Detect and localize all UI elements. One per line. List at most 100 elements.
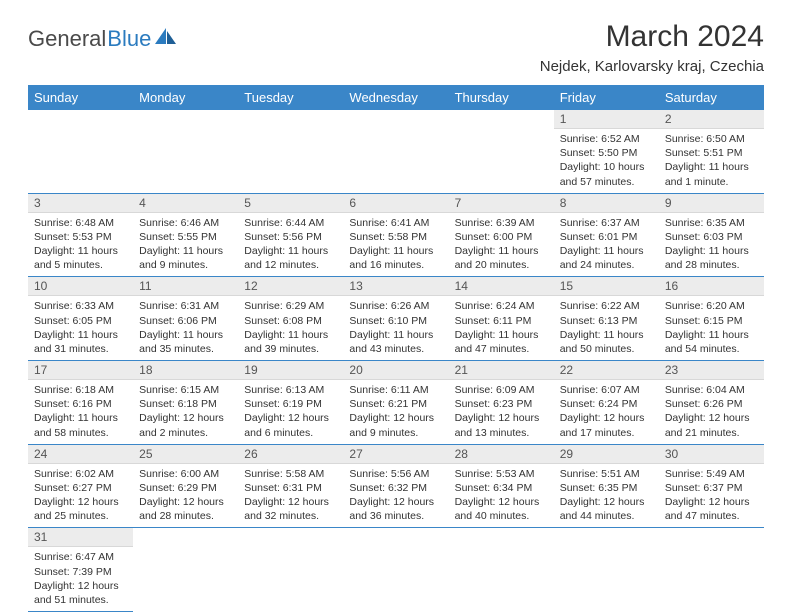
day-details: Sunrise: 6:39 AMSunset: 6:00 PMDaylight:… xyxy=(449,213,554,277)
calendar-cell: 29Sunrise: 5:51 AMSunset: 6:35 PMDayligh… xyxy=(554,444,659,528)
day-details: Sunrise: 6:35 AMSunset: 6:03 PMDaylight:… xyxy=(659,213,764,277)
calendar-cell: 26Sunrise: 5:58 AMSunset: 6:31 PMDayligh… xyxy=(238,444,343,528)
day-number: 5 xyxy=(238,194,343,213)
calendar-cell: 6Sunrise: 6:41 AMSunset: 5:58 PMDaylight… xyxy=(343,193,448,277)
day-details: Sunrise: 5:51 AMSunset: 6:35 PMDaylight:… xyxy=(554,464,659,528)
day-number: 3 xyxy=(28,194,133,213)
calendar-cell: 13Sunrise: 6:26 AMSunset: 6:10 PMDayligh… xyxy=(343,277,448,361)
day-details: Sunrise: 6:02 AMSunset: 6:27 PMDaylight:… xyxy=(28,464,133,528)
day-number: 21 xyxy=(449,361,554,380)
calendar-cell xyxy=(133,528,238,612)
day-details: Sunrise: 6:33 AMSunset: 6:05 PMDaylight:… xyxy=(28,296,133,360)
calendar-cell xyxy=(449,528,554,612)
day-details: Sunrise: 5:56 AMSunset: 6:32 PMDaylight:… xyxy=(343,464,448,528)
weekday-header-row: Sunday Monday Tuesday Wednesday Thursday… xyxy=(28,85,764,110)
day-number: 24 xyxy=(28,445,133,464)
calendar-cell: 21Sunrise: 6:09 AMSunset: 6:23 PMDayligh… xyxy=(449,361,554,445)
calendar-cell: 31Sunrise: 6:47 AMSunset: 7:39 PMDayligh… xyxy=(28,528,133,612)
title-block: March 2024 Nejdek, Karlovarsky kraj, Cze… xyxy=(540,20,764,75)
day-details: Sunrise: 6:44 AMSunset: 5:56 PMDaylight:… xyxy=(238,213,343,277)
calendar-table: Sunday Monday Tuesday Wednesday Thursday… xyxy=(28,85,764,612)
calendar-cell: 25Sunrise: 6:00 AMSunset: 6:29 PMDayligh… xyxy=(133,444,238,528)
day-number: 25 xyxy=(133,445,238,464)
day-details: Sunrise: 6:20 AMSunset: 6:15 PMDaylight:… xyxy=(659,296,764,360)
day-number: 6 xyxy=(343,194,448,213)
weekday-header: Wednesday xyxy=(343,85,448,110)
day-number: 17 xyxy=(28,361,133,380)
day-details: Sunrise: 6:47 AMSunset: 7:39 PMDaylight:… xyxy=(28,547,133,611)
calendar-cell: 5Sunrise: 6:44 AMSunset: 5:56 PMDaylight… xyxy=(238,193,343,277)
calendar-cell xyxy=(133,110,238,193)
calendar-cell xyxy=(449,110,554,193)
day-details: Sunrise: 6:18 AMSunset: 6:16 PMDaylight:… xyxy=(28,380,133,444)
day-number: 29 xyxy=(554,445,659,464)
day-details: Sunrise: 6:37 AMSunset: 6:01 PMDaylight:… xyxy=(554,213,659,277)
day-details: Sunrise: 6:26 AMSunset: 6:10 PMDaylight:… xyxy=(343,296,448,360)
day-number: 1 xyxy=(554,110,659,129)
calendar-cell: 18Sunrise: 6:15 AMSunset: 6:18 PMDayligh… xyxy=(133,361,238,445)
day-number: 9 xyxy=(659,194,764,213)
day-details: Sunrise: 5:53 AMSunset: 6:34 PMDaylight:… xyxy=(449,464,554,528)
day-number: 23 xyxy=(659,361,764,380)
day-details: Sunrise: 6:41 AMSunset: 5:58 PMDaylight:… xyxy=(343,213,448,277)
weekday-header: Thursday xyxy=(449,85,554,110)
day-number: 27 xyxy=(343,445,448,464)
day-details: Sunrise: 6:13 AMSunset: 6:19 PMDaylight:… xyxy=(238,380,343,444)
calendar-cell: 1Sunrise: 6:52 AMSunset: 5:50 PMDaylight… xyxy=(554,110,659,193)
day-number: 22 xyxy=(554,361,659,380)
day-details: Sunrise: 6:50 AMSunset: 5:51 PMDaylight:… xyxy=(659,129,764,193)
day-number: 4 xyxy=(133,194,238,213)
calendar-cell xyxy=(238,528,343,612)
day-details: Sunrise: 6:07 AMSunset: 6:24 PMDaylight:… xyxy=(554,380,659,444)
calendar-cell: 11Sunrise: 6:31 AMSunset: 6:06 PMDayligh… xyxy=(133,277,238,361)
header: General Blue March 2024 Nejdek, Karlovar… xyxy=(28,20,764,75)
calendar-cell: 24Sunrise: 6:02 AMSunset: 6:27 PMDayligh… xyxy=(28,444,133,528)
day-details: Sunrise: 6:15 AMSunset: 6:18 PMDaylight:… xyxy=(133,380,238,444)
calendar-cell xyxy=(554,528,659,612)
day-number: 11 xyxy=(133,277,238,296)
calendar-cell: 30Sunrise: 5:49 AMSunset: 6:37 PMDayligh… xyxy=(659,444,764,528)
day-number: 12 xyxy=(238,277,343,296)
day-details: Sunrise: 6:29 AMSunset: 6:08 PMDaylight:… xyxy=(238,296,343,360)
calendar-cell: 8Sunrise: 6:37 AMSunset: 6:01 PMDaylight… xyxy=(554,193,659,277)
day-number: 26 xyxy=(238,445,343,464)
day-details: Sunrise: 6:22 AMSunset: 6:13 PMDaylight:… xyxy=(554,296,659,360)
day-details: Sunrise: 6:31 AMSunset: 6:06 PMDaylight:… xyxy=(133,296,238,360)
calendar-row: 1Sunrise: 6:52 AMSunset: 5:50 PMDaylight… xyxy=(28,110,764,193)
day-details: Sunrise: 5:58 AMSunset: 6:31 PMDaylight:… xyxy=(238,464,343,528)
day-number: 18 xyxy=(133,361,238,380)
calendar-cell: 12Sunrise: 6:29 AMSunset: 6:08 PMDayligh… xyxy=(238,277,343,361)
calendar-cell xyxy=(343,110,448,193)
calendar-cell: 19Sunrise: 6:13 AMSunset: 6:19 PMDayligh… xyxy=(238,361,343,445)
calendar-cell: 20Sunrise: 6:11 AMSunset: 6:21 PMDayligh… xyxy=(343,361,448,445)
calendar-cell xyxy=(659,528,764,612)
weekday-header: Friday xyxy=(554,85,659,110)
day-number: 7 xyxy=(449,194,554,213)
day-number: 31 xyxy=(28,528,133,547)
calendar-cell: 3Sunrise: 6:48 AMSunset: 5:53 PMDaylight… xyxy=(28,193,133,277)
day-details: Sunrise: 6:46 AMSunset: 5:55 PMDaylight:… xyxy=(133,213,238,277)
calendar-cell: 27Sunrise: 5:56 AMSunset: 6:32 PMDayligh… xyxy=(343,444,448,528)
calendar-cell: 17Sunrise: 6:18 AMSunset: 6:16 PMDayligh… xyxy=(28,361,133,445)
day-details: Sunrise: 6:00 AMSunset: 6:29 PMDaylight:… xyxy=(133,464,238,528)
calendar-cell: 23Sunrise: 6:04 AMSunset: 6:26 PMDayligh… xyxy=(659,361,764,445)
calendar-cell xyxy=(28,110,133,193)
day-details: Sunrise: 6:52 AMSunset: 5:50 PMDaylight:… xyxy=(554,129,659,193)
day-number: 14 xyxy=(449,277,554,296)
calendar-row: 3Sunrise: 6:48 AMSunset: 5:53 PMDaylight… xyxy=(28,193,764,277)
weekday-header: Saturday xyxy=(659,85,764,110)
day-number: 30 xyxy=(659,445,764,464)
calendar-row: 17Sunrise: 6:18 AMSunset: 6:16 PMDayligh… xyxy=(28,361,764,445)
day-number: 8 xyxy=(554,194,659,213)
brand-logo: General Blue xyxy=(28,26,177,52)
day-details: Sunrise: 6:11 AMSunset: 6:21 PMDaylight:… xyxy=(343,380,448,444)
day-number: 19 xyxy=(238,361,343,380)
calendar-body: 1Sunrise: 6:52 AMSunset: 5:50 PMDaylight… xyxy=(28,110,764,612)
calendar-cell xyxy=(238,110,343,193)
weekday-header: Sunday xyxy=(28,85,133,110)
weekday-header: Monday xyxy=(133,85,238,110)
calendar-row: 24Sunrise: 6:02 AMSunset: 6:27 PMDayligh… xyxy=(28,444,764,528)
day-number: 20 xyxy=(343,361,448,380)
calendar-cell: 9Sunrise: 6:35 AMSunset: 6:03 PMDaylight… xyxy=(659,193,764,277)
brand-part1: General xyxy=(28,26,106,52)
